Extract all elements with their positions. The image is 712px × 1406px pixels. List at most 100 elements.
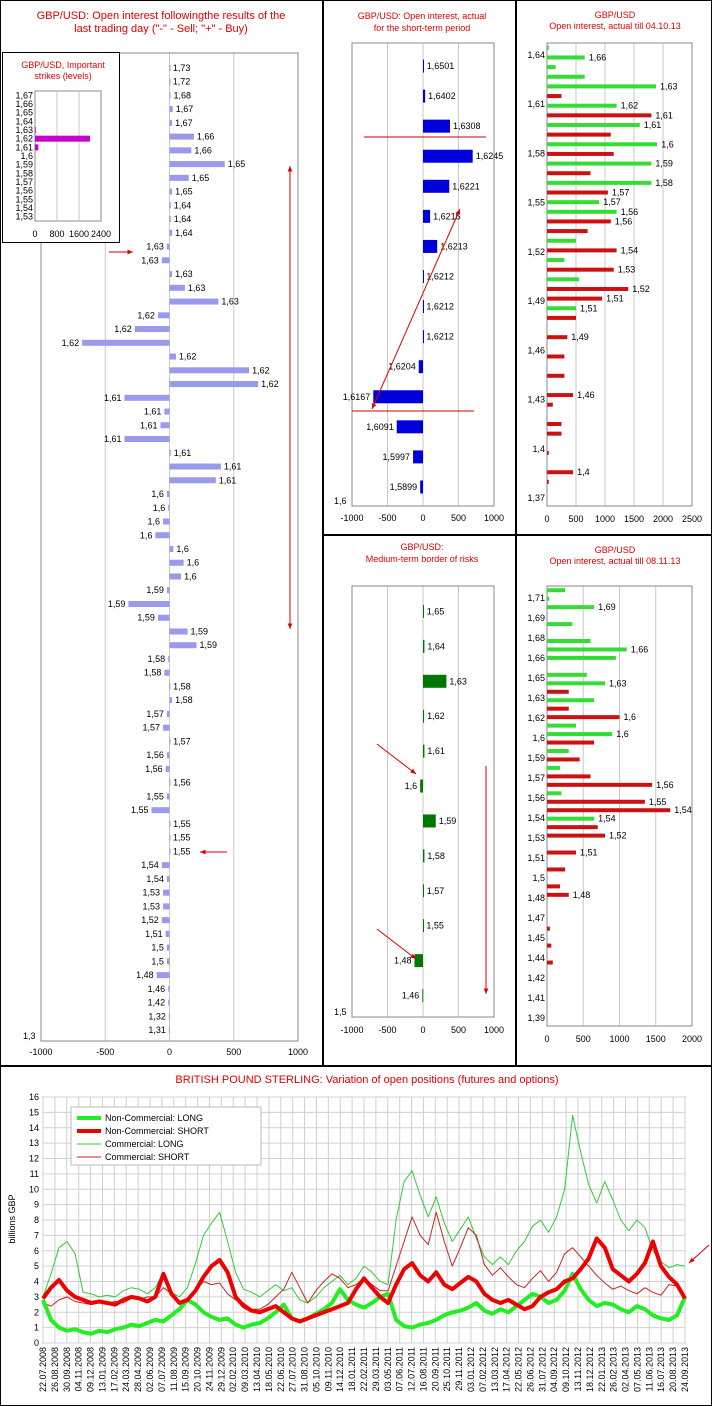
bar-label: 1,5 (151, 943, 164, 953)
bar-label: 1,63 (141, 255, 159, 265)
bar (169, 106, 173, 113)
bar-label: 1,61 (219, 475, 237, 485)
chart-title-line: strikes (levels) (34, 71, 92, 81)
y-tick-label: 1,4 (532, 444, 545, 454)
y-tick-label: 9 (34, 1200, 39, 1210)
bar-label: 1,61 (655, 110, 673, 120)
chart-c1-open-interest-last-day: GBP/USD: Open interest followingthe resu… (23, 10, 308, 1057)
bar-label: 1,56 (173, 778, 191, 788)
bar-label: 1,65 (192, 173, 210, 183)
bar (413, 450, 423, 464)
x-tick-label: 31.08.2010 (300, 1347, 310, 1392)
bar (547, 596, 550, 601)
bar (169, 229, 173, 236)
bar-label: 1,57 (603, 197, 621, 207)
bar-label: 1,61 (104, 393, 122, 403)
bar-label: 1,51 (580, 848, 598, 858)
y-tick-label: 10 (29, 1184, 39, 1194)
y-tick-label: 6 (34, 1246, 39, 1256)
bar (414, 954, 423, 968)
legend-box (70, 1106, 262, 1166)
bar-label: 1,5899 (390, 482, 418, 492)
y-tick-label: 12 (29, 1154, 39, 1164)
x-tick-label: 15.09.2009 (181, 1347, 191, 1392)
y-tick-label: 1,37 (527, 493, 545, 503)
x-tick-label: 04.09.2012 (549, 1347, 559, 1392)
x-tick-label: 13.04.2010 (252, 1347, 262, 1392)
bar (169, 161, 225, 168)
y-tick-label: 1,49 (527, 296, 545, 306)
bar (423, 209, 431, 223)
y-tick-label: 1,65 (527, 673, 545, 683)
panel-c4: GBP/USD: Medium-term border of risks -1000… (323, 535, 516, 1066)
y-tick-label: 1,69 (527, 613, 545, 623)
bar (82, 339, 170, 346)
bar (547, 267, 614, 272)
x-tick-label: 500 (568, 514, 583, 524)
y-tick-label: 1,48 (527, 893, 545, 903)
bar-label: 1,6 (153, 503, 166, 513)
bar-label: 1,59 (108, 599, 126, 609)
bar (161, 257, 170, 264)
bar-label: 1,6167 (343, 392, 371, 402)
x-tick-label: 25.10.2011 (442, 1347, 452, 1391)
x-tick-label: 800 (49, 229, 64, 239)
bar-label: 1,67 (176, 104, 194, 114)
x-tick-label: 04.11.2008 (74, 1347, 84, 1391)
bar (169, 683, 171, 690)
bar (547, 960, 553, 965)
bar (547, 306, 576, 311)
bar (166, 491, 170, 498)
bar-label: 1,51 (580, 303, 598, 313)
bar-label: 1,62 (137, 310, 155, 320)
x-tick-label: 500 (451, 1025, 466, 1035)
x-tick-label: 22.01.2013 (597, 1347, 607, 1392)
y-tick-label: 1,66 (527, 653, 545, 663)
bar (547, 799, 645, 804)
arrow-head (287, 166, 293, 172)
bar (169, 820, 171, 827)
bar (169, 477, 216, 484)
bar (547, 732, 613, 737)
bar-label: 1,58 (148, 654, 166, 664)
y-tick-label: 1,68 (527, 633, 545, 643)
bar (373, 390, 423, 404)
y-tick-label: 1,56 (527, 793, 545, 803)
bar (547, 698, 595, 703)
x-tick-label: 03.01.2012 (466, 1347, 476, 1392)
bar (423, 849, 425, 863)
x-tick-label: 11.06.2013 (644, 1347, 654, 1391)
y-tick-label: 8 (34, 1215, 39, 1225)
bar-label: 1,6 (661, 139, 674, 149)
chart-title-line: Open interest, actual till 04.10.13 (549, 21, 681, 31)
y-tick-label: 3 (34, 1292, 39, 1302)
bar (166, 243, 170, 250)
bar-label: 1,64 (427, 641, 445, 651)
bar-label: 1,63 (188, 283, 206, 293)
x-tick-label: 1600 (69, 229, 89, 239)
bar (547, 774, 591, 779)
x-tick-label: -500 (96, 1047, 114, 1057)
bar-label: 1,55 (173, 833, 191, 843)
y-tick-label: 1,47 (527, 913, 545, 923)
bar (168, 504, 170, 511)
bar-label: 1,51 (145, 929, 163, 939)
bar (165, 930, 170, 937)
bar-label: 1,56 (145, 764, 163, 774)
chart-title-line: Open interest, actual till 08.11.13 (550, 556, 681, 566)
bar-label: 1,61 (427, 746, 445, 756)
bar (134, 326, 170, 333)
bar-label: 1,52 (632, 284, 650, 294)
x-tick-label: 0 (544, 1034, 549, 1044)
bar (547, 740, 595, 745)
chart-c2-short-term-oi: GBP/USD: Open interest, actual for the sh… (334, 11, 504, 523)
plot-area (351, 42, 495, 507)
x-tick-label: 0 (420, 513, 425, 523)
bar (547, 219, 611, 224)
bar-label: 1,63 (660, 81, 678, 91)
series-line (41, 1236, 687, 1324)
bar (547, 689, 569, 694)
x-tick-label: 07.07.2009 (157, 1347, 167, 1392)
bar-label: 1,59 (190, 626, 208, 636)
